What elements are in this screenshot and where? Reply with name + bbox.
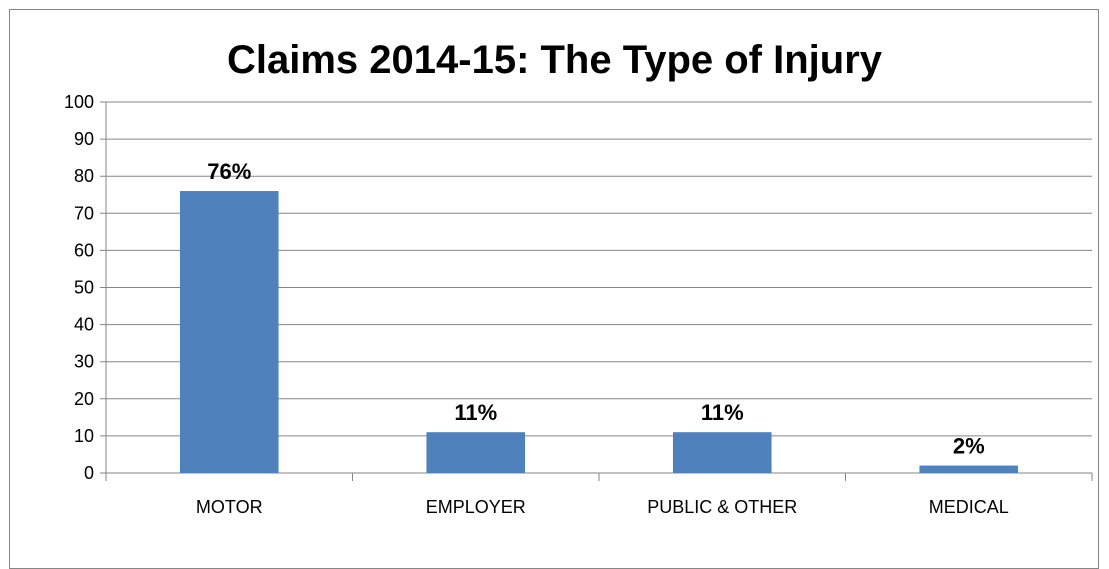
y-tick-label-30: 30	[74, 352, 94, 372]
data-label-2: 11%	[701, 400, 744, 425]
y-tick-label-50: 50	[74, 278, 94, 298]
x-category-label-1: EMPLOYER	[426, 497, 526, 515]
x-category-label-3: MEDICAL	[929, 497, 1009, 515]
y-tick-label-40: 40	[74, 315, 94, 335]
data-label-3: 2%	[953, 434, 985, 459]
y-tick-label-100: 100	[64, 92, 94, 112]
chart-title: Claims 2014-15: The Type of Injury	[226, 38, 883, 82]
y-tick-label-0: 0	[84, 463, 94, 483]
bar-medical	[919, 465, 1019, 473]
y-tick-label-70: 70	[74, 203, 94, 223]
y-tick-label-10: 10	[74, 426, 94, 446]
bar-employer	[426, 432, 526, 473]
bar-motor	[179, 191, 279, 474]
y-tick-label-80: 80	[74, 166, 94, 186]
y-tick-label-20: 20	[74, 389, 94, 409]
x-category-label-2: PUBLIC & OTHER	[647, 497, 797, 515]
y-tick-label-60: 60	[74, 240, 94, 260]
data-label-1: 11%	[454, 400, 497, 425]
y-tick-label-90: 90	[74, 129, 94, 149]
x-category-label-0: MOTOR	[196, 497, 263, 515]
data-label-0: 76%	[207, 159, 251, 184]
bar-public-other	[672, 432, 772, 473]
chart-plot: 0 10 20 30 40 50 60 70 80 90 100 76% MOTOR 11% EMPLOYE…	[64, 92, 1093, 515]
